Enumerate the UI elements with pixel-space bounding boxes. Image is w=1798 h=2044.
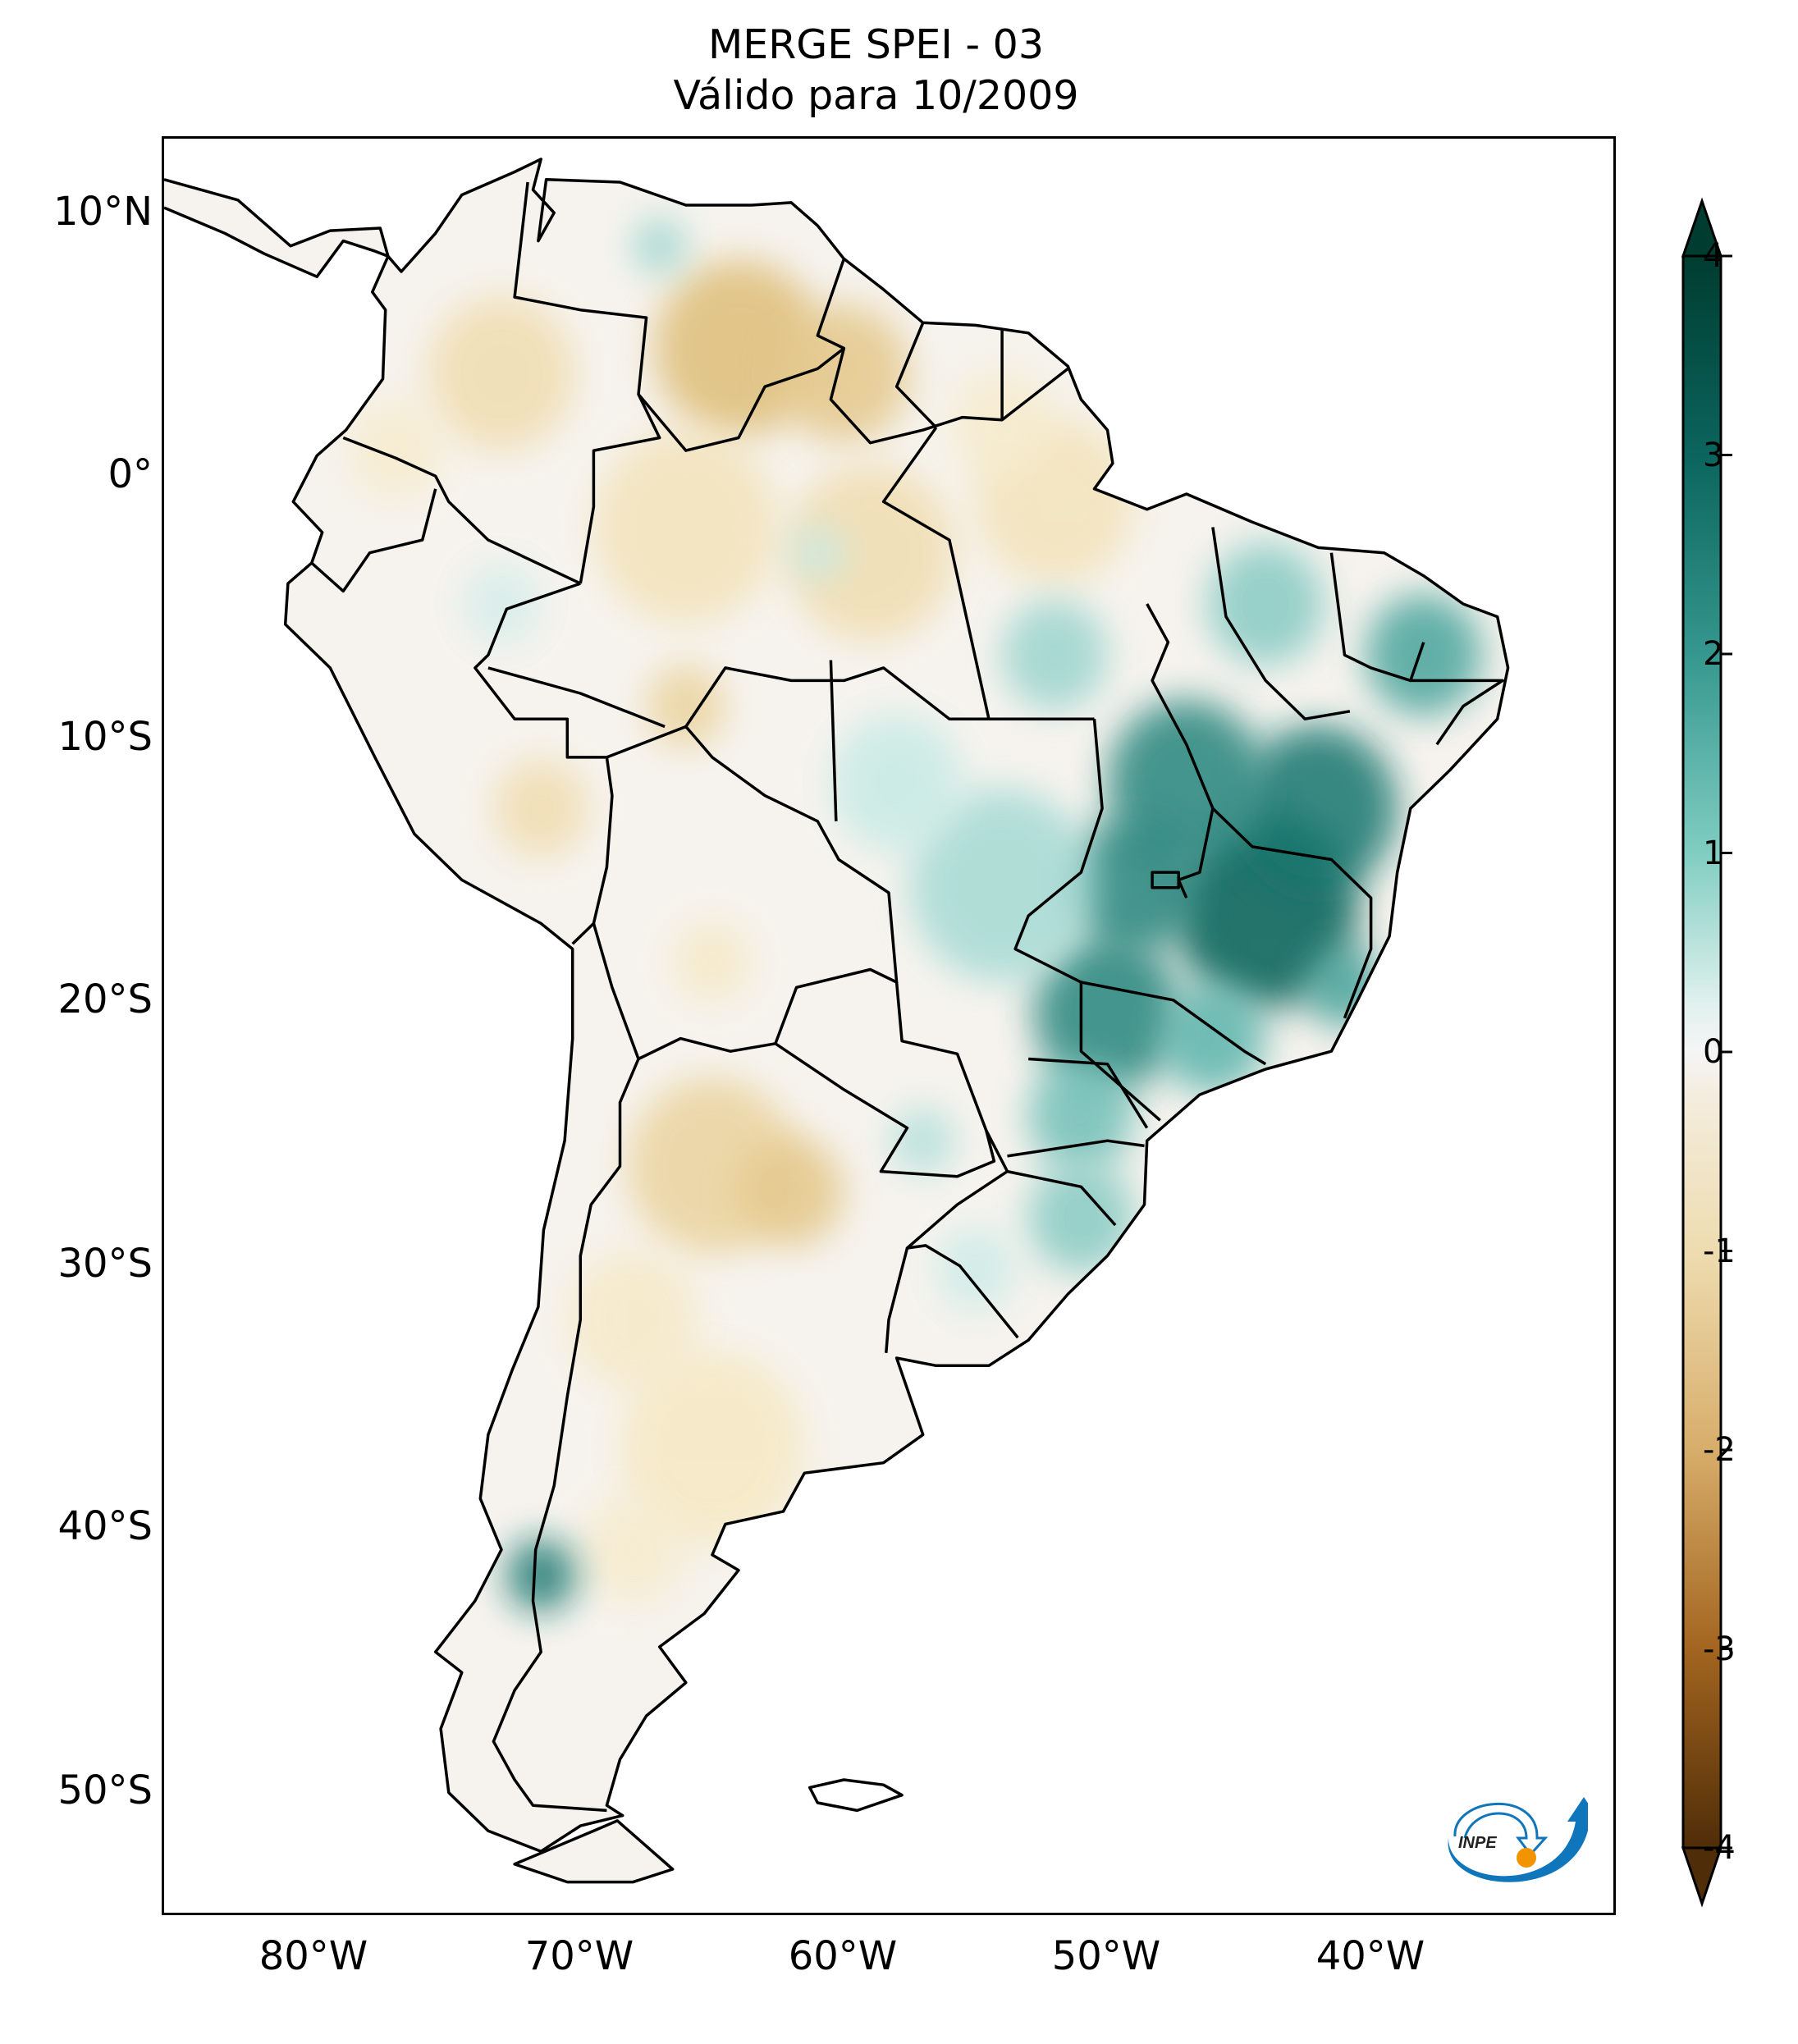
spei-anomaly-cell (1366, 594, 1482, 716)
falklands-coastline (807, 1778, 904, 1813)
state-border-pernambuco (1410, 679, 1504, 746)
colorbar-tick-label: -3 (1703, 1630, 1736, 1668)
colorbar-gradient (1681, 254, 1723, 1850)
country-borders (164, 158, 1510, 1884)
central-america-coastline (164, 178, 390, 278)
y-tick-label: 40°S (57, 1503, 153, 1549)
x-tick-label: 60°W (788, 1933, 898, 1979)
y-tick-label: 30°S (57, 1241, 153, 1287)
border-venezuela-brazil (637, 347, 845, 452)
spei-anomaly-cell (1160, 983, 1266, 1094)
border-chile-argentina (492, 1058, 640, 1813)
spei-anomaly-cell (778, 304, 910, 443)
border-guyana-suriname (894, 322, 938, 429)
chart-title: MERGE SPEI - 03 (707, 21, 1045, 68)
colorbar-tick-label: -4 (1703, 1829, 1736, 1867)
border-peru-brazil-bolivia (474, 582, 614, 945)
spei-anomaly-cell (633, 218, 686, 274)
y-tick-label: 10°S (57, 714, 153, 760)
x-tick-label: 80°W (258, 1933, 368, 1979)
logo-orbit-arrow (1453, 1802, 1549, 1857)
x-tick-label: 40°W (1315, 1933, 1425, 1979)
spei-anomaly-cell (428, 296, 575, 451)
spei-field (348, 218, 1482, 1612)
spei-anomaly-cell (493, 758, 588, 858)
land-area (164, 179, 388, 277)
spei-anomaly-cell (830, 713, 963, 853)
state-border-df (1151, 871, 1180, 889)
y-tick-label: 50°S (57, 1767, 153, 1813)
logo-text: INPE (1458, 1834, 1497, 1852)
spei-anomaly-cell (1033, 935, 1182, 1091)
state-border-acre (487, 666, 666, 729)
state-border-tocantins (1146, 603, 1215, 899)
state-border-parana (1028, 1057, 1149, 1129)
state-border-rondonia (829, 660, 838, 821)
spei-anomaly-cell (909, 788, 1095, 982)
tierra-del-fuego-coastline (513, 1819, 675, 1884)
border-ecuador-peru (310, 488, 437, 593)
land-area (285, 158, 1508, 1852)
colorbar-tick-label: 1 (1703, 834, 1724, 872)
state-border-maranhao-piaui (1211, 527, 1351, 720)
state-border-ceara (1329, 552, 1425, 683)
state-border-sp-mg (1081, 981, 1267, 1066)
spei-anomaly-cell (593, 430, 779, 624)
border-uruguay-argentina (885, 1247, 909, 1353)
border-colombia-ecuador-peru (342, 436, 582, 585)
state-border-para (881, 426, 991, 720)
map-plot-area (164, 158, 1510, 1884)
spei-anomaly-cell (672, 920, 753, 1004)
x-tick-label: 70°W (524, 1933, 634, 1979)
logo-swoosh (1448, 1797, 1588, 1882)
colorbar-extend-min (1681, 1846, 1723, 1908)
x-tick-label: 50°W (1051, 1933, 1161, 1979)
spei-anomaly-cell (620, 1351, 805, 1544)
coastline (283, 158, 1510, 1853)
spei-anomaly-cell (891, 1107, 955, 1174)
border-paraguay (774, 981, 996, 1178)
spei-anomaly-cell (461, 562, 542, 646)
spei-anomaly-cell (739, 1136, 844, 1247)
state-border-central (1013, 719, 1161, 1122)
map-frame (162, 136, 1616, 1915)
spei-anomaly-cell (1068, 816, 1200, 954)
spei-anomaly-cell (949, 369, 1055, 481)
state-border-amazonas-para (684, 666, 1095, 728)
colorbar-tick-label: 3 (1703, 436, 1724, 474)
spei-anomaly-cell (580, 1494, 686, 1605)
colorbar-tick-label: 2 (1703, 635, 1724, 673)
chart-subtitle: Válido para 10/2009 (673, 72, 1079, 119)
spei-anomaly-cell (1028, 1059, 1134, 1171)
y-tick-label: 0° (108, 451, 153, 497)
spei-anomaly-cell (936, 1227, 1016, 1310)
colorbar-tick-label: -1 (1703, 1232, 1736, 1270)
spei-anomaly-cell (567, 1251, 699, 1389)
colorbar-tick-label: -2 (1703, 1431, 1736, 1469)
y-tick-label: 10°N (53, 189, 153, 235)
spei-anomaly-cell (1239, 725, 1398, 892)
state-border-rio-grande (1007, 1169, 1117, 1227)
spei-anomaly-cell (348, 400, 444, 501)
spei-anomaly-cell (506, 1539, 575, 1612)
border-guianas (816, 258, 1069, 445)
border-bolivia (592, 725, 899, 1061)
colorbar-tick-label: 0 (1703, 1033, 1724, 1071)
colorbar-tick-label: 4 (1703, 237, 1724, 275)
y-tick-label: 20°S (57, 976, 153, 1022)
spei-anomaly-cell (646, 665, 725, 748)
logo-sun (1517, 1848, 1536, 1868)
spei-anomaly-cell (785, 464, 955, 642)
state-border-santa-catarina (1007, 1139, 1145, 1158)
state-border-minas-bahia (1211, 807, 1373, 1019)
spei-anomaly-cell (791, 525, 844, 581)
spei-anomaly-cell (1028, 1162, 1134, 1273)
colorbar (1681, 197, 1732, 1908)
spei-anomaly-cell (1002, 599, 1108, 711)
inpe-logo: INPE (1448, 1797, 1588, 1882)
